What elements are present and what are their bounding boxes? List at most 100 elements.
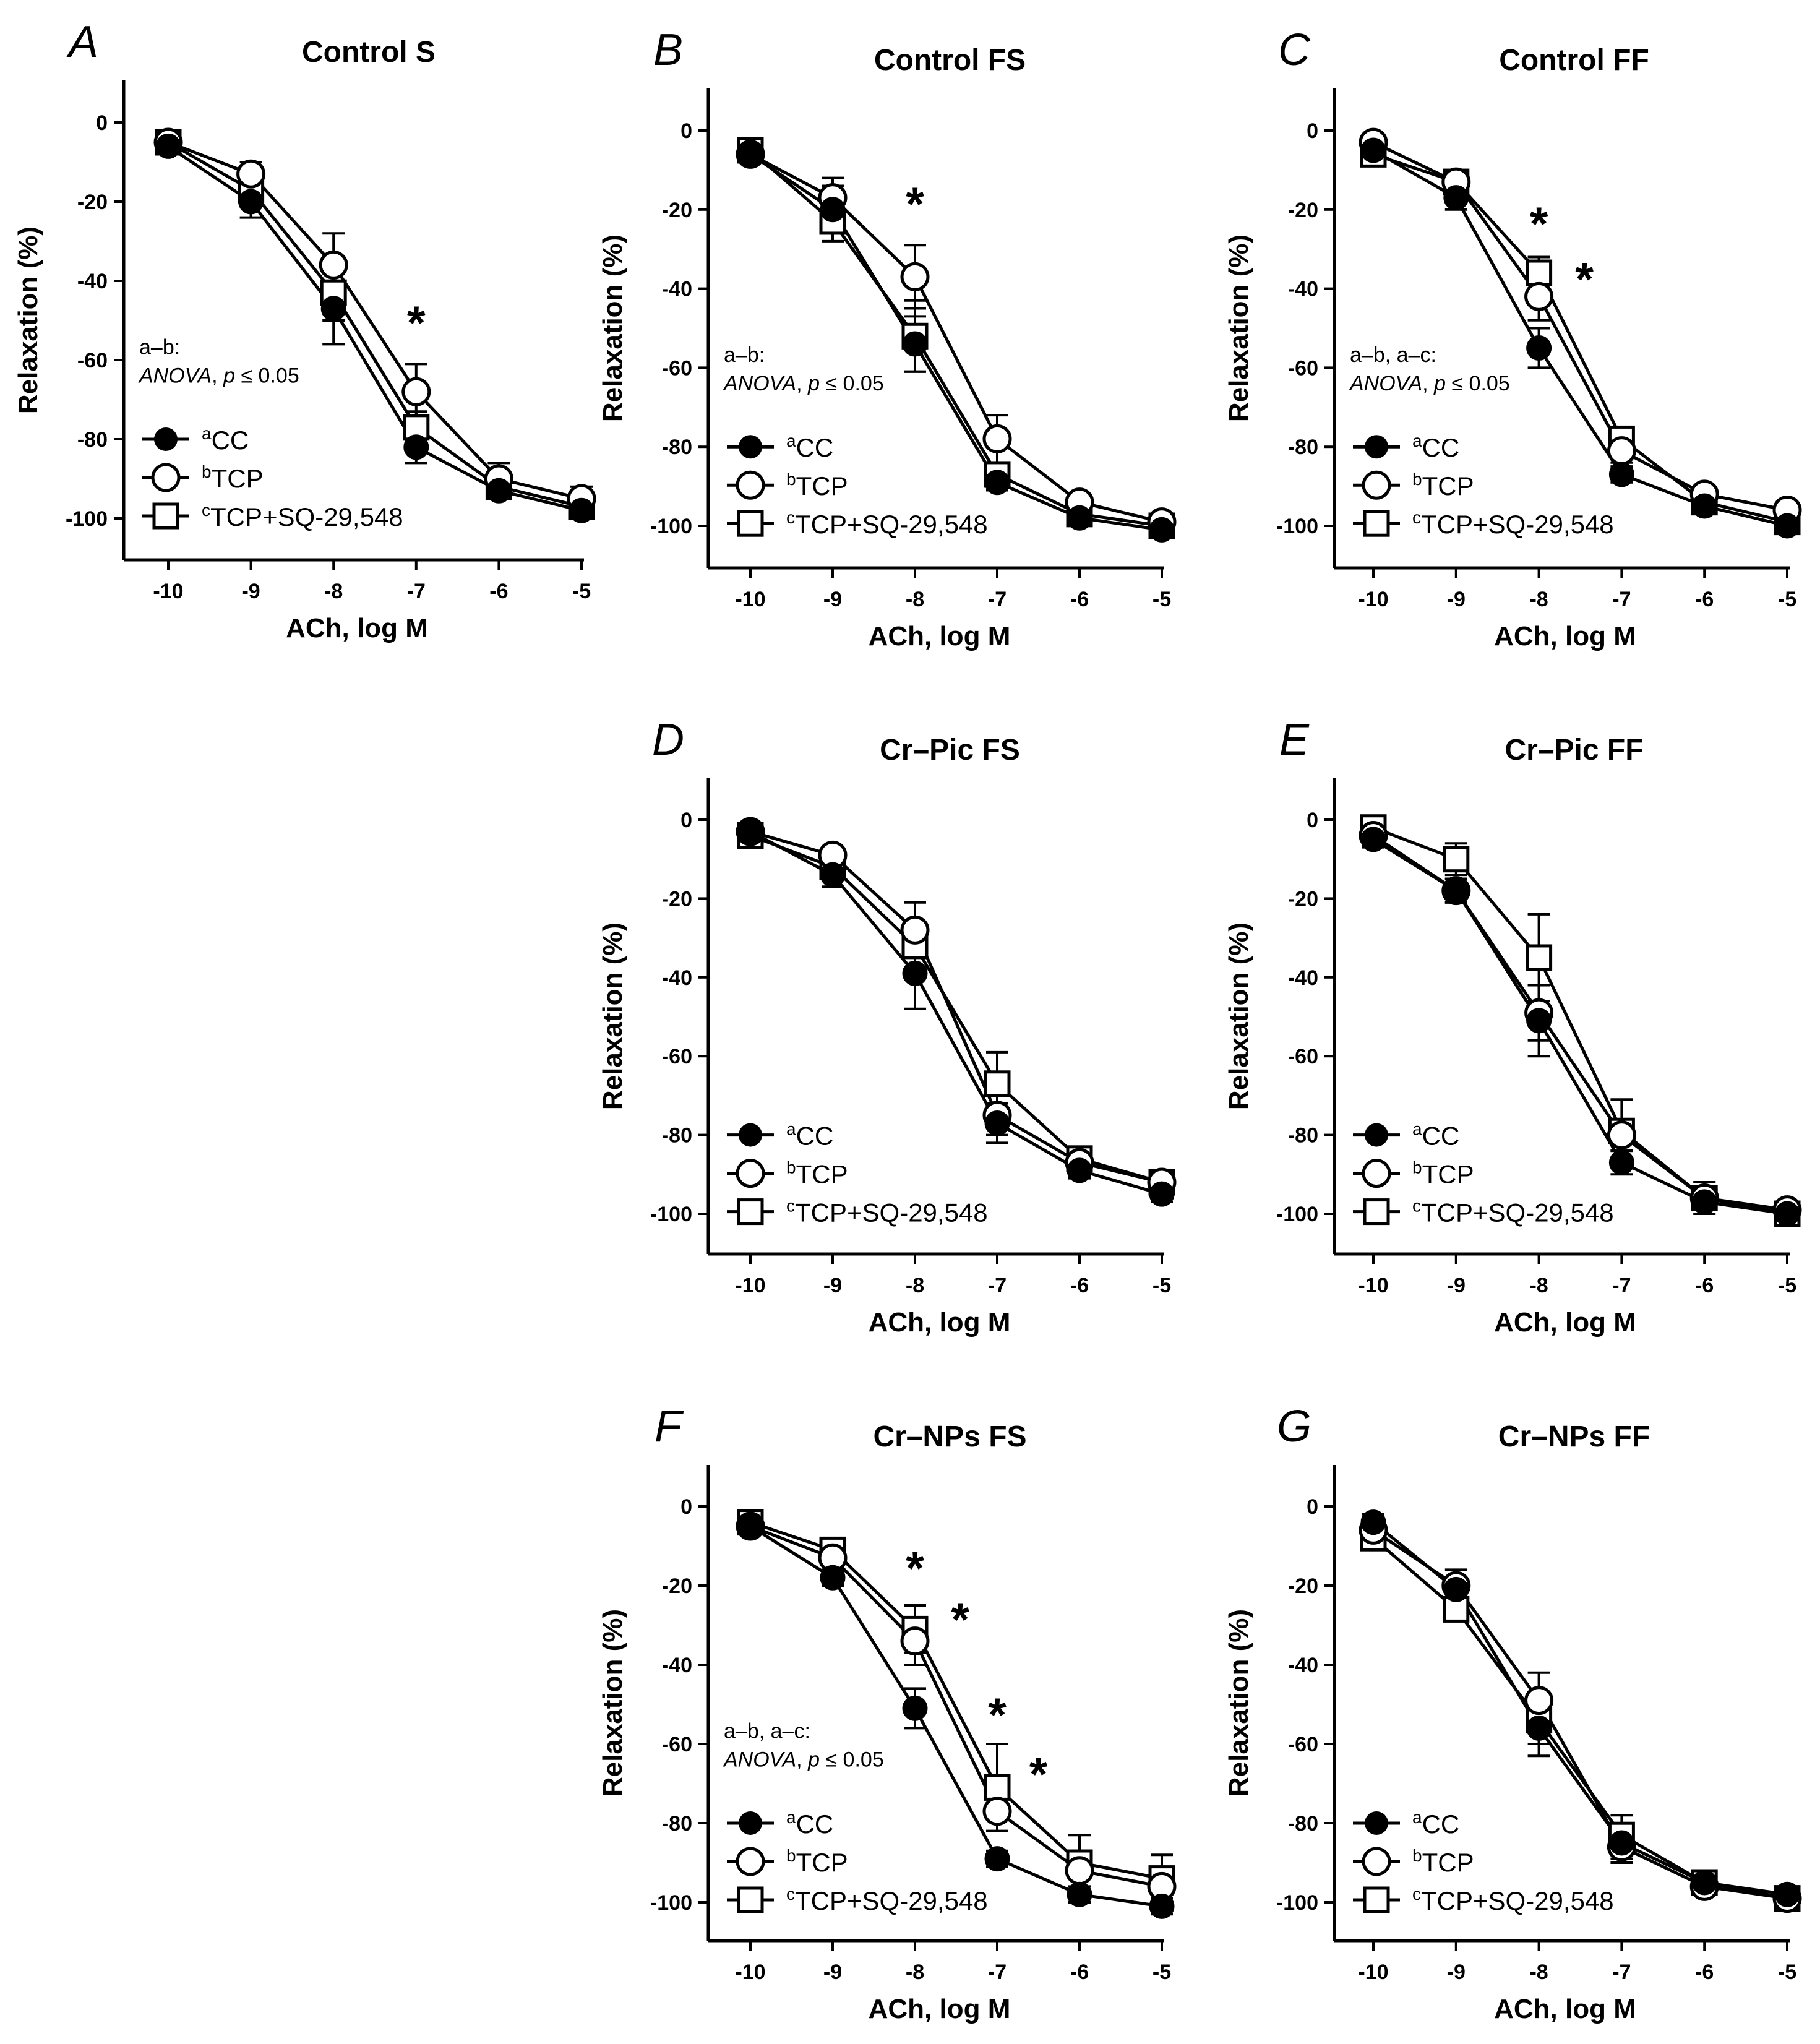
y-tick-label: -40 bbox=[1288, 966, 1318, 990]
panel-g: G Cr–NPs FF 0 -20 -40 -60 -80 -100 -10 -9 -8 -7 -6 -5… bbox=[1224, 1402, 1802, 2024]
legend-marker-tcp-sq bbox=[1363, 510, 1390, 537]
y-axis-label: Relaxation (%) bbox=[1224, 234, 1254, 422]
y-tick-label: 0 bbox=[1307, 119, 1318, 143]
x-axis-label: ACh, log M bbox=[869, 1307, 1011, 1338]
data-point-tcp bbox=[1607, 436, 1636, 466]
legend-text: TCP bbox=[1422, 471, 1474, 500]
series-line-open-square bbox=[1373, 826, 1788, 1216]
x-axis-label: ACh, log M bbox=[286, 613, 428, 643]
legend-label: bTCP bbox=[1412, 1846, 1474, 1877]
data-point-tcp bbox=[236, 159, 266, 189]
panel-letter: D bbox=[652, 715, 684, 765]
y-tick-label: -60 bbox=[662, 356, 692, 380]
anova-annotation-line: ANOVA, p ≤ 0.05 bbox=[723, 1748, 884, 1771]
y-tick-label: -20 bbox=[662, 887, 692, 911]
y-tick-label: -60 bbox=[1288, 356, 1318, 380]
panel-f: F Cr–NPs FS 0 -20 -40 -60 -80 -100 -10 -9 -8 -7 -6 -5… bbox=[598, 1402, 1177, 2024]
y-axis-label: Relaxation (%) bbox=[1224, 922, 1254, 1110]
y-tick-label: 0 bbox=[1307, 809, 1318, 832]
x-axis-label: ACh, log M bbox=[1494, 621, 1636, 651]
y-tick-label: -60 bbox=[1288, 1045, 1318, 1068]
panel-e: E Cr–Pic FF 0 -20 -40 -60 -80 -100 -10 -9 -8 -7 -6 -5… bbox=[1224, 715, 1802, 1338]
data-point-tcp-sq bbox=[1443, 846, 1470, 873]
data-point-tcp bbox=[1524, 1686, 1554, 1716]
y-axis-label: Relaxation (%) bbox=[1224, 1609, 1254, 1797]
legend-superscript: a bbox=[786, 431, 796, 450]
legend-label: cTCP+SQ-29,548 bbox=[1412, 1884, 1614, 1915]
legend-marker-tcp-sq bbox=[1363, 1198, 1390, 1226]
x-tick-label: -10 bbox=[1358, 1960, 1388, 1984]
legend-marker-cc bbox=[739, 435, 762, 459]
legend-marker-cc bbox=[1365, 1123, 1388, 1147]
x-tick-label: -7 bbox=[407, 580, 426, 603]
legend-marker-cc bbox=[739, 1123, 762, 1147]
x-tick-label: -9 bbox=[1447, 1960, 1466, 1984]
legend-superscript: a bbox=[786, 1808, 796, 1827]
y-tick-label: -20 bbox=[662, 1574, 692, 1598]
legend-superscript: b bbox=[786, 470, 796, 489]
anova-annotation-line: ANOVA, p ≤ 0.05 bbox=[138, 364, 299, 387]
x-tick-label: -5 bbox=[1778, 1960, 1796, 1984]
legend-label: aCC bbox=[786, 1120, 833, 1151]
data-point-cc bbox=[820, 862, 846, 888]
y-tick-label: -20 bbox=[1288, 199, 1318, 222]
x-tick-label: -9 bbox=[1447, 588, 1466, 611]
data-point-cc bbox=[1774, 1201, 1800, 1227]
x-tick-label: -7 bbox=[988, 1960, 1007, 1984]
data-point-cc bbox=[902, 1695, 928, 1721]
series-line-open-circle bbox=[1372, 1529, 1788, 1900]
y-tick-label: -60 bbox=[662, 1733, 692, 1756]
legend-marker-tcp bbox=[151, 463, 181, 492]
legend-label: bTCP bbox=[1412, 470, 1474, 500]
x-tick-label: -9 bbox=[241, 580, 260, 603]
panel-b: B Control FS 0 -20 -40 -60 -80 -100 -10 -9 -8 -7 -6 -… bbox=[598, 25, 1177, 651]
data-point-tcp bbox=[982, 424, 1012, 453]
legend-label: bTCP bbox=[786, 1846, 848, 1877]
legend-superscript: a bbox=[1412, 1808, 1422, 1827]
significance-asterisk: * bbox=[988, 1689, 1007, 1741]
x-axis-label: ACh, log M bbox=[869, 1994, 1011, 2024]
x-tick-label: -7 bbox=[988, 1274, 1007, 1297]
y-tick-label: 0 bbox=[680, 1495, 692, 1519]
legend-marker-tcp-sq bbox=[1363, 1886, 1390, 1913]
y-tick-label: -80 bbox=[662, 1124, 692, 1148]
data-point-tcp bbox=[401, 377, 431, 406]
x-tick-label: -7 bbox=[988, 588, 1007, 611]
x-tick-label: -10 bbox=[1358, 1274, 1388, 1297]
data-point-cc bbox=[737, 818, 763, 844]
data-point-cc bbox=[1360, 137, 1386, 163]
x-tick-label: -8 bbox=[906, 1960, 924, 1984]
y-tick-label: -60 bbox=[662, 1045, 692, 1068]
data-point-cc bbox=[1149, 1893, 1175, 1919]
data-point-tcp-sq bbox=[984, 1774, 1011, 1801]
panel-title: Control S bbox=[302, 36, 436, 69]
legend-text: CC bbox=[1422, 1122, 1460, 1151]
x-tick-label: -10 bbox=[1358, 588, 1388, 611]
data-point-tcp bbox=[982, 1797, 1012, 1826]
x-tick-label: -9 bbox=[823, 1274, 842, 1297]
y-axis-label: Relaxation (%) bbox=[13, 226, 43, 414]
x-tick-label: -6 bbox=[489, 580, 508, 603]
data-point-cc bbox=[155, 133, 181, 159]
y-tick-label: 0 bbox=[1307, 1495, 1318, 1519]
y-tick-label: 0 bbox=[680, 809, 692, 832]
data-point-cc bbox=[984, 1846, 1010, 1872]
panel-letter: A bbox=[66, 17, 98, 67]
legend-superscript: b bbox=[786, 1158, 796, 1177]
data-point-tcp bbox=[319, 250, 348, 280]
y-tick-label: -100 bbox=[650, 515, 692, 538]
legend-marker-tcp-sq bbox=[737, 1198, 764, 1226]
data-point-cc bbox=[1608, 462, 1634, 487]
x-axis-label: ACh, log M bbox=[869, 621, 1011, 651]
anova-annotation-line: a–b: bbox=[139, 335, 180, 359]
significance-asterisk: * bbox=[1029, 1748, 1048, 1801]
panel-title: Cr–Pic FS bbox=[880, 734, 1020, 766]
y-tick-label: -80 bbox=[662, 1812, 692, 1836]
x-tick-label: -10 bbox=[735, 1274, 765, 1297]
legend-label: bTCP bbox=[1412, 1158, 1474, 1189]
data-point-cc bbox=[1691, 493, 1717, 519]
data-point-cc bbox=[1149, 1181, 1175, 1207]
x-tick-label: -10 bbox=[735, 588, 765, 611]
panel-a: A Control S 0 -20 -40 -60 -80 -100 -10 -9 -8 -7 -6 -5… bbox=[13, 17, 596, 643]
